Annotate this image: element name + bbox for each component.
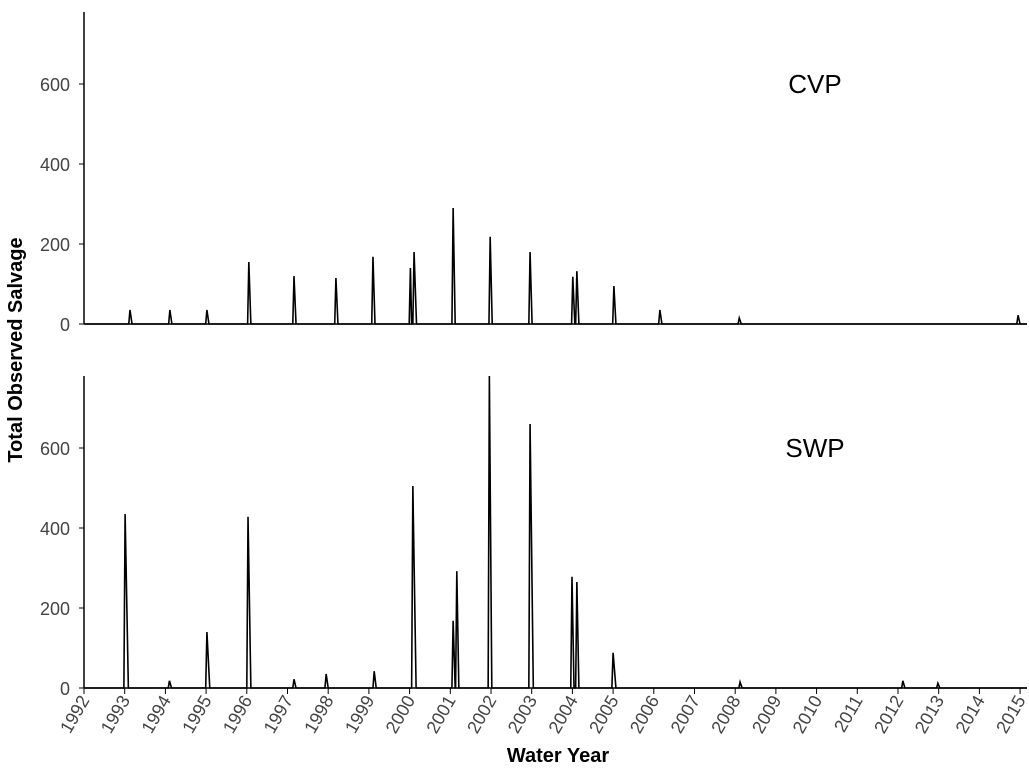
x-tick-label: 1996 — [219, 692, 256, 737]
y-tick-label: 600 — [40, 439, 70, 459]
x-tick-label: 2011 — [830, 692, 867, 736]
x-tick-label: 2005 — [585, 692, 622, 737]
x-tick-label: 1993 — [97, 692, 134, 737]
x-tick-label: 2008 — [707, 692, 744, 737]
x-tick-label: 1998 — [300, 692, 337, 737]
y-tick-label: 200 — [40, 235, 70, 255]
y-tick-label: 600 — [40, 75, 70, 95]
x-tick-label: 1994 — [138, 692, 175, 737]
x-axis-title: Water Year — [507, 745, 610, 767]
x-tick-label: 2002 — [463, 692, 500, 737]
panel-label: SWP — [785, 433, 844, 463]
x-tick-label: 2015 — [992, 692, 1029, 737]
y-tick-label: 0 — [60, 679, 70, 699]
x-tick-label: 2010 — [789, 692, 826, 737]
x-tick-label: 2012 — [870, 692, 907, 737]
x-tick-label: 2007 — [667, 692, 704, 737]
x-tick-label: 2013 — [911, 692, 948, 737]
x-tick-label: 2009 — [748, 692, 785, 737]
x-tick-label: 1999 — [341, 692, 378, 737]
y-tick-label: 200 — [40, 599, 70, 619]
x-tick-label: 2001 — [422, 692, 459, 737]
x-tick-label: 2014 — [952, 692, 989, 737]
series-line — [84, 207, 1027, 325]
x-tick-label: 1997 — [260, 692, 297, 737]
y-tick-label: 400 — [40, 519, 70, 539]
panel-label: CVP — [788, 69, 841, 99]
series-line — [84, 375, 1027, 689]
x-tick-label: 2004 — [545, 692, 582, 737]
x-tick-label: 2006 — [626, 692, 663, 737]
x-tick-label: 2003 — [504, 692, 541, 737]
y-axis-title: Total Observed Salvage — [5, 237, 27, 462]
y-tick-label: 0 — [60, 315, 70, 335]
x-tick-label: 2000 — [382, 692, 419, 737]
x-tick-label: 1995 — [178, 692, 215, 737]
y-tick-label: 400 — [40, 155, 70, 175]
